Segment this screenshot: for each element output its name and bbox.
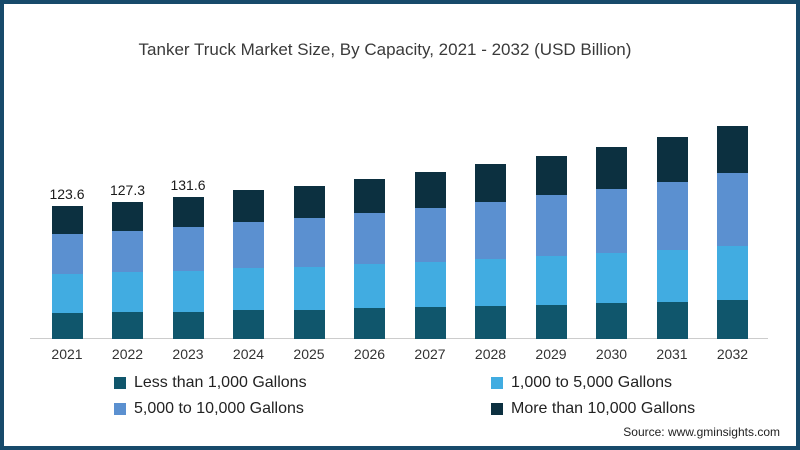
bar-segment xyxy=(717,245,748,300)
bar-2032 xyxy=(717,126,748,339)
bar-segment xyxy=(414,172,446,209)
bar-segment xyxy=(293,185,325,219)
bar-segment xyxy=(172,227,204,271)
legend-item: 1,000 to 5,000 Gallons xyxy=(491,374,695,392)
legend-label: 1,000 to 5,000 Gallons xyxy=(511,374,673,391)
bar-2028 xyxy=(475,163,506,339)
bar-segment xyxy=(233,268,264,311)
bar-segment xyxy=(596,146,627,189)
bar-2026 xyxy=(354,178,385,339)
bar-segment xyxy=(656,181,688,250)
legend-label: Less than 1,000 Gallons xyxy=(134,374,307,391)
bar-segment xyxy=(172,311,204,339)
x-axis-label: 2027 xyxy=(414,346,446,362)
bar-segment xyxy=(354,178,385,213)
bar-segment xyxy=(475,163,506,202)
bar-segment xyxy=(112,312,143,339)
x-axis-label: 2024 xyxy=(232,346,265,362)
bar-segment xyxy=(535,195,567,256)
x-axis-label: 2029 xyxy=(535,346,567,362)
bar-segment xyxy=(414,261,446,308)
bar-segment xyxy=(172,197,204,228)
bar-segment xyxy=(51,273,83,313)
bar-segment xyxy=(354,308,385,339)
bar-segment xyxy=(717,126,748,174)
bar-2024 xyxy=(233,190,264,339)
legend-label: More than 10,000 Gallons xyxy=(511,400,696,417)
legend-label: 5,000 to 10,000 Gallons xyxy=(134,400,304,417)
legend-item: 5,000 to 10,000 Gallons xyxy=(114,400,491,418)
x-axis-label: 2021 xyxy=(51,346,83,362)
bar-segment xyxy=(475,305,506,339)
bar-2022 xyxy=(112,202,143,339)
bar-segment xyxy=(535,304,567,339)
legend: Less than 1,000 Gallons 1,000 to 5,000 Ga… xyxy=(114,374,695,418)
bar-segment xyxy=(717,299,748,339)
bar-value-label: 123.6 xyxy=(49,186,85,203)
bar-segment xyxy=(535,155,567,196)
bar-value-label: 131.6 xyxy=(170,177,206,194)
bar-segment xyxy=(535,255,567,305)
x-axis-label: 2030 xyxy=(595,346,628,362)
bar-2030 xyxy=(596,146,627,339)
x-axis-label: 2028 xyxy=(474,346,507,362)
x-axis-label: 2025 xyxy=(293,346,325,362)
bar-2031 xyxy=(656,137,688,339)
bar-segment xyxy=(51,206,83,234)
bar-segment xyxy=(112,230,143,273)
bar-segment xyxy=(717,173,748,246)
bar-segment xyxy=(596,303,627,339)
x-axis-label: 2023 xyxy=(172,346,204,362)
bar-segment xyxy=(51,312,83,339)
x-axis-label: 2026 xyxy=(353,346,386,362)
legend-swatch xyxy=(491,403,503,415)
bar-segment xyxy=(414,208,446,262)
bar-segment xyxy=(233,221,264,269)
bar-segment xyxy=(112,272,143,313)
bar-segment xyxy=(112,202,143,231)
bar-segment xyxy=(354,264,385,309)
bar-segment xyxy=(172,270,204,312)
bar-2027 xyxy=(414,172,446,339)
chart-title: Tanker Truck Market Size, By Capacity, 2… xyxy=(138,40,632,59)
bar-segment xyxy=(475,201,506,259)
bar-segment xyxy=(51,233,83,274)
bar-segment xyxy=(293,309,325,339)
x-axis-label: 2022 xyxy=(111,346,144,362)
bar-segment xyxy=(293,218,325,267)
bar-segment xyxy=(293,266,325,310)
bar-segment xyxy=(354,212,385,265)
bar-segment xyxy=(233,310,264,339)
bar-2029 xyxy=(535,155,567,339)
bar-segment xyxy=(233,190,264,222)
bar-2023 xyxy=(172,197,204,339)
bar-2025 xyxy=(293,185,325,339)
x-axis-label: 2031 xyxy=(656,346,688,362)
legend-swatch xyxy=(114,377,126,389)
bar-segment xyxy=(596,188,627,253)
bar-segment xyxy=(656,137,688,182)
legend-swatch xyxy=(114,403,126,415)
x-axis-line xyxy=(30,338,768,339)
legend-swatch xyxy=(491,377,503,389)
x-axis-label: 2032 xyxy=(716,346,749,362)
bar-segment xyxy=(475,258,506,306)
bar-segment xyxy=(596,252,627,304)
legend-item: More than 10,000 Gallons xyxy=(491,400,695,418)
bar-2021 xyxy=(51,206,83,339)
legend-item: Less than 1,000 Gallons xyxy=(114,374,491,392)
bar-segment xyxy=(414,307,446,339)
bar-segment xyxy=(656,249,688,302)
bar-segment xyxy=(656,301,688,339)
bar-value-label: 127.3 xyxy=(109,182,146,199)
source-attribution: Source: www.gminsights.com xyxy=(623,425,780,439)
